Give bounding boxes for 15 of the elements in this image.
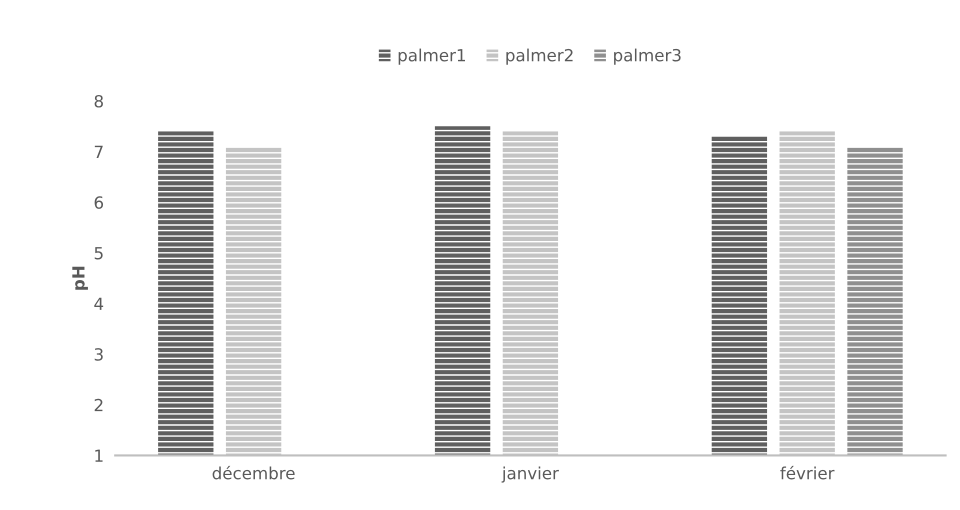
- x-tick-label: décembre: [212, 466, 295, 480]
- legend-label: palmer2: [506, 48, 573, 65]
- y-tick-label: 8: [94, 94, 103, 108]
- x-tick-label: février: [780, 466, 834, 480]
- legend-label: palmer3: [614, 48, 681, 65]
- y-tick-label: 1: [95, 450, 103, 462]
- y-tick-label: 7: [94, 146, 103, 158]
- legend-label: palmer1: [398, 48, 466, 65]
- y-tick-label: 6: [94, 196, 104, 209]
- y-tick-label: 3: [94, 348, 103, 361]
- x-tick-label: janvier: [502, 466, 559, 483]
- y-axis-title: pH: [72, 266, 88, 290]
- y-tick-label: 2: [94, 398, 102, 412]
- y-tick-label: 5: [94, 247, 103, 260]
- y-tick-label: 4: [94, 298, 104, 310]
